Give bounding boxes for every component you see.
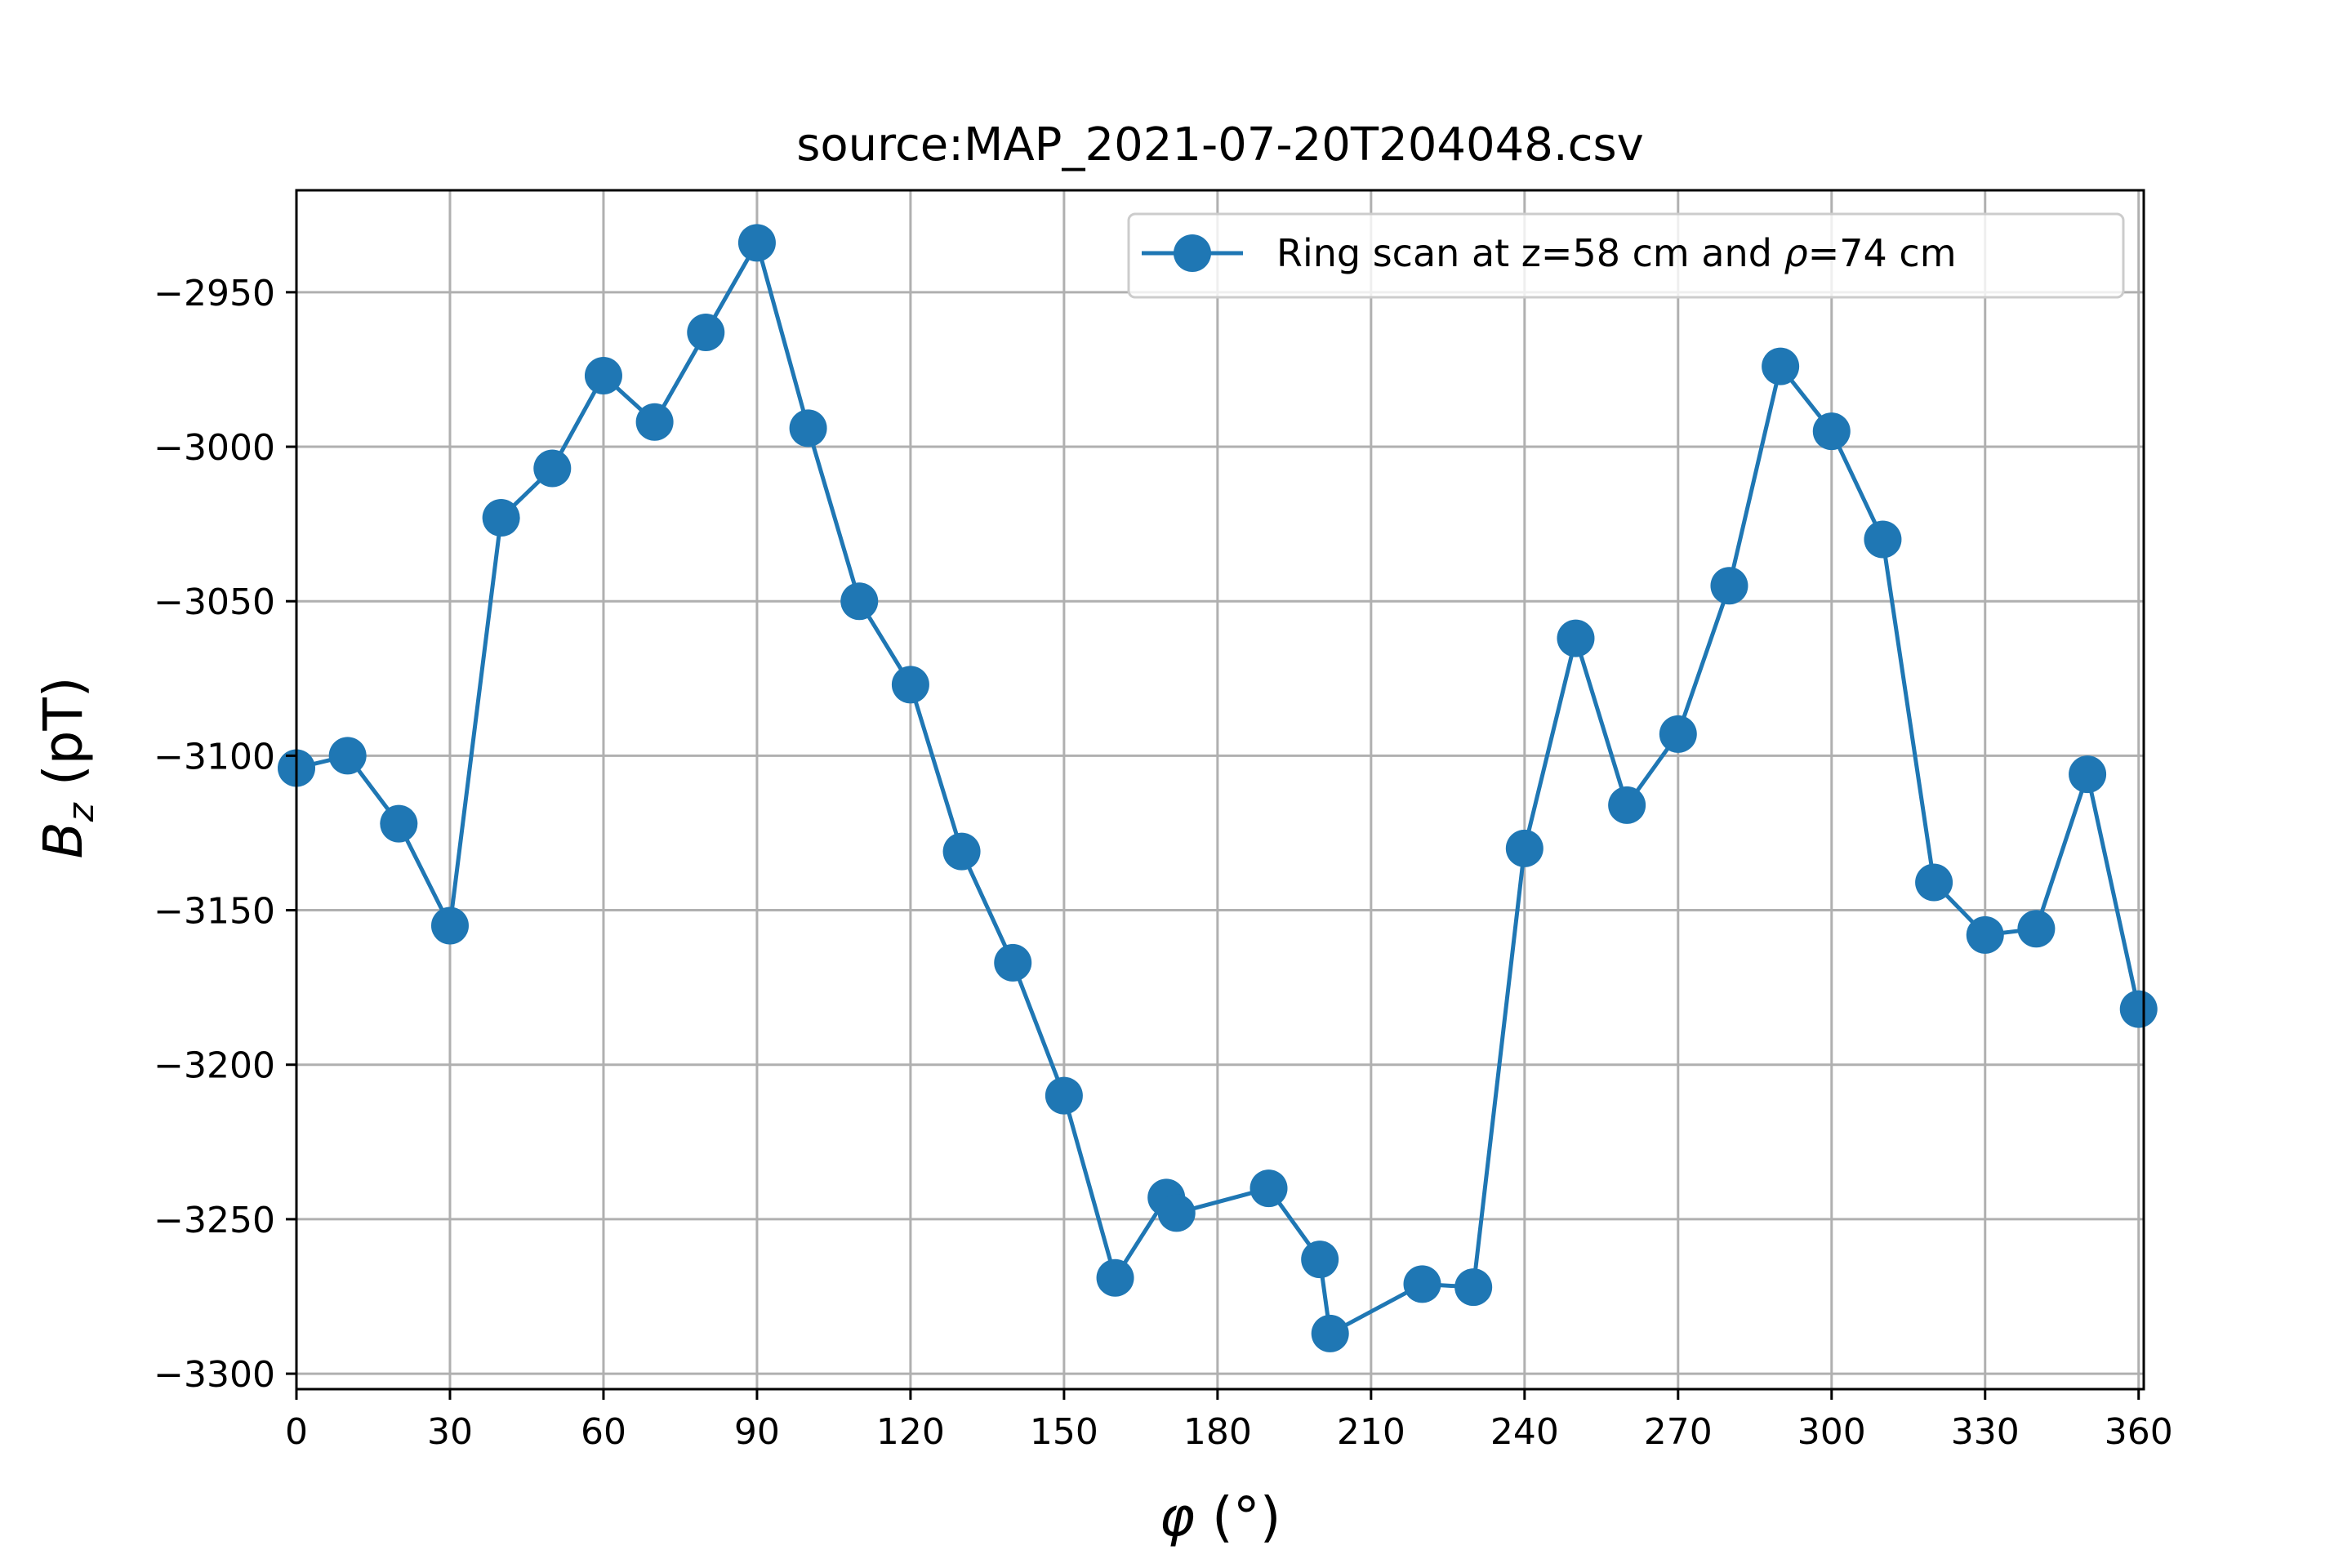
- data-point: [891, 666, 929, 704]
- data-point: [1608, 786, 1646, 824]
- x-tick-label: 120: [876, 1411, 945, 1453]
- x-axis-unit: (°): [1212, 1486, 1281, 1548]
- legend-marker-sample: [1174, 234, 1211, 272]
- data-point: [2017, 910, 2056, 948]
- y-tick-label: −3050: [154, 581, 275, 623]
- series-markers: [278, 224, 2158, 1352]
- x-tick-label: 300: [1797, 1411, 1866, 1453]
- data-point: [1812, 412, 1851, 451]
- data-point: [1505, 829, 1544, 867]
- y-axis: −3300 −3250 −3200 −3150 −3100 −3050 −3000 −2950: [154, 273, 296, 1396]
- x-tick-label: 0: [285, 1411, 308, 1453]
- x-axis-title: φ (°): [1159, 1486, 1281, 1548]
- data-point: [1096, 1258, 1134, 1297]
- legend-label-prefix: Ring scan at z=58 cm and: [1276, 231, 1784, 275]
- x-tick-label: 270: [1644, 1411, 1713, 1453]
- x-tick-label: 360: [2105, 1411, 2173, 1453]
- data-point: [328, 737, 367, 775]
- y-axis-unit: (pT): [32, 676, 95, 786]
- data-point: [1762, 347, 1800, 385]
- y-tick-label: −3300: [154, 1354, 275, 1396]
- chart-title: source:MAP_2021-07-20T204048.csv: [796, 118, 1644, 172]
- x-tick-label: 180: [1183, 1411, 1252, 1453]
- data-point: [789, 409, 827, 448]
- legend-label-suffix: =74 cm: [1808, 231, 1957, 275]
- data-point: [2119, 990, 2158, 1028]
- data-point: [635, 403, 674, 441]
- data-point: [1250, 1169, 1288, 1208]
- legend-label-symbol: ρ: [1784, 231, 1808, 275]
- x-tick-label: 30: [427, 1411, 473, 1453]
- data-point: [687, 314, 725, 352]
- x-axis-symbol: φ: [1159, 1486, 1195, 1548]
- plot-area: [278, 224, 2158, 1352]
- data-point: [584, 357, 622, 395]
- data-point: [1864, 520, 1902, 559]
- legend-box: [1127, 212, 2125, 299]
- x-tick-label: 210: [1337, 1411, 1405, 1453]
- y-axis-subscript: z: [60, 802, 102, 822]
- data-point: [942, 832, 981, 871]
- data-point: [1454, 1268, 1493, 1307]
- data-point: [2069, 755, 2107, 794]
- data-point: [380, 804, 418, 843]
- x-tick-label: 90: [734, 1411, 780, 1453]
- y-axis-symbol: B: [32, 822, 95, 858]
- data-point: [994, 943, 1032, 982]
- data-point: [1301, 1241, 1339, 1279]
- data-point: [1311, 1314, 1349, 1352]
- data-point: [1557, 619, 1595, 657]
- data-point: [1045, 1076, 1083, 1115]
- y-axis-title: Bz (pT): [32, 676, 102, 858]
- axes-frame: [295, 189, 2145, 1391]
- legend-label: Ring scan at z=58 cm and ρ=74 cm: [1276, 231, 1957, 275]
- x-tick-label: 60: [581, 1411, 626, 1453]
- legend: Ring scan at z=58 cm and ρ=74 cm: [1127, 212, 2125, 299]
- data-point: [840, 582, 879, 621]
- data-point: [1966, 915, 2004, 954]
- y-tick-label: −3100: [154, 736, 275, 777]
- x-tick-label: 240: [1490, 1411, 1559, 1453]
- data-point: [1403, 1265, 1441, 1303]
- data-point: [1915, 863, 1953, 902]
- y-tick-label: −3250: [154, 1200, 275, 1241]
- data-point: [1659, 715, 1697, 753]
- data-point: [1710, 567, 1748, 605]
- y-tick-label: −3200: [154, 1045, 275, 1087]
- data-point: [430, 906, 469, 945]
- data-point: [1157, 1194, 1196, 1232]
- x-tick-label: 330: [1951, 1411, 2020, 1453]
- y-tick-label: −3150: [154, 891, 275, 933]
- data-point: [737, 224, 776, 262]
- x-axis: 0 30 60 90 120 150 180 210 240 270 300 330 360: [285, 1389, 2173, 1453]
- data-point: [482, 499, 520, 537]
- data-point: [533, 449, 572, 488]
- x-tick-label: 150: [1030, 1411, 1098, 1453]
- y-tick-label: −2950: [154, 273, 275, 314]
- y-tick-label: −3000: [154, 427, 275, 469]
